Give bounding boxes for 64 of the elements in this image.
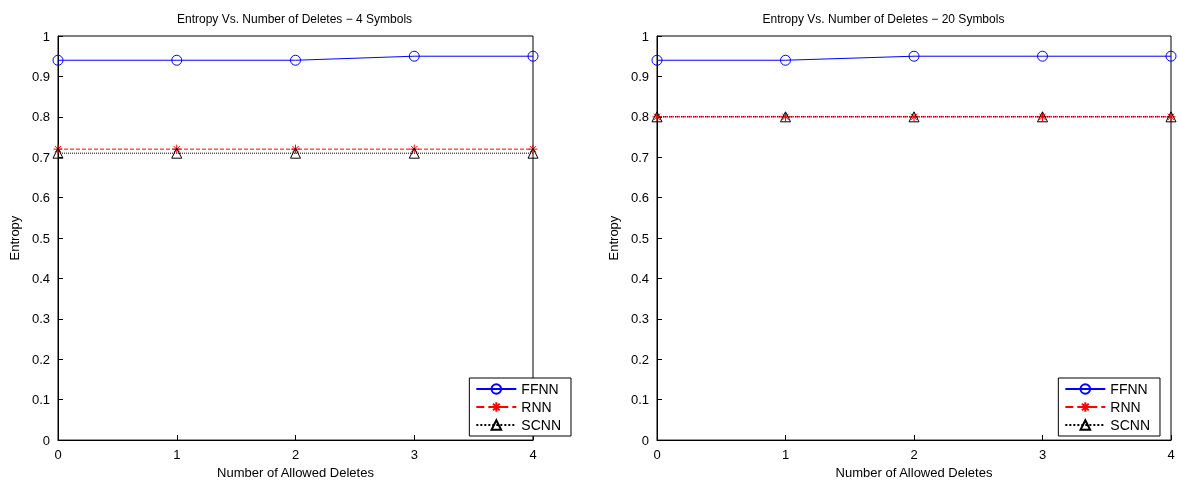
x-tick-label: 1 (173, 447, 181, 463)
x-tick-label: 3 (1038, 447, 1047, 463)
point (408, 147, 420, 159)
point (908, 50, 920, 62)
point (171, 144, 182, 155)
point (52, 54, 64, 66)
y-axis-title: Entropy (606, 215, 622, 261)
point (408, 50, 420, 62)
y-tick-label: 0.4 (630, 270, 649, 286)
y-tick-label: 0.7 (31, 149, 50, 165)
chart-title: Entropy Vs. Number of Deletes − 4 Symbols (176, 12, 413, 26)
y-axis-title: Entropy (7, 215, 23, 261)
y-tick-label: 0.1 (630, 392, 649, 408)
legend-label: FFNN (1110, 381, 1148, 397)
point (290, 144, 301, 155)
point (528, 144, 538, 155)
x-tick-label: 1 (781, 447, 790, 463)
chart-title: Entropy Vs. Number of Deletes − 20 Symbols (762, 12, 1005, 26)
y-tick-label: 0.6 (31, 190, 50, 206)
y-tick-label: 1 (641, 28, 649, 44)
legend-label: SCNN (1110, 417, 1150, 433)
y-tick-label: 0.9 (31, 68, 50, 84)
x-tick-label: 4 (1167, 447, 1175, 463)
legend-label: FFNN (521, 381, 559, 397)
y-tick-label: 0.1 (31, 392, 50, 408)
legend-label: RNN (521, 399, 552, 415)
point (780, 54, 791, 66)
point (171, 54, 183, 66)
point (527, 147, 539, 159)
legend-label: RNN (1110, 399, 1141, 415)
point (52, 147, 64, 159)
x-tick-label: 2 (291, 447, 300, 463)
y-tick-label: 0.3 (31, 311, 50, 327)
y-tick-label: 1 (42, 28, 50, 44)
point (409, 144, 420, 155)
x-tick-label: 4 (529, 447, 537, 463)
y-tick-label: 0.5 (630, 230, 649, 246)
x-tick-label: 2 (910, 447, 918, 463)
y-tick-label: 0.7 (630, 149, 649, 165)
x-tick-label: 0 (653, 447, 661, 463)
point (290, 147, 301, 159)
y-tick-label: 0 (42, 432, 50, 448)
y-tick-label: 0.5 (31, 230, 50, 246)
y-tick-label: 0.4 (31, 270, 50, 286)
x-axis-title: Number of Allowed Deletes (835, 465, 993, 480)
x-tick-label: 0 (54, 447, 62, 463)
y-tick-label: 0.2 (31, 351, 50, 367)
y-tick-label: 0.3 (630, 311, 649, 327)
y-tick-label: 0.8 (630, 109, 649, 125)
point (171, 147, 183, 159)
x-tick-label: 3 (410, 447, 418, 463)
point (53, 144, 63, 155)
point (651, 54, 663, 66)
point (1037, 50, 1048, 62)
point (1165, 50, 1177, 62)
y-tick-label: 0 (641, 432, 649, 448)
y-tick-label: 0.6 (630, 190, 649, 206)
point (290, 54, 301, 66)
x-axis-title: Number of Allowed Deletes (217, 465, 375, 480)
point (527, 50, 539, 62)
y-tick-label: 0.2 (630, 351, 649, 367)
legend-label: SCNN (521, 417, 561, 433)
y-tick-label: 0.9 (630, 68, 649, 84)
y-tick-label: 0.8 (31, 109, 50, 125)
